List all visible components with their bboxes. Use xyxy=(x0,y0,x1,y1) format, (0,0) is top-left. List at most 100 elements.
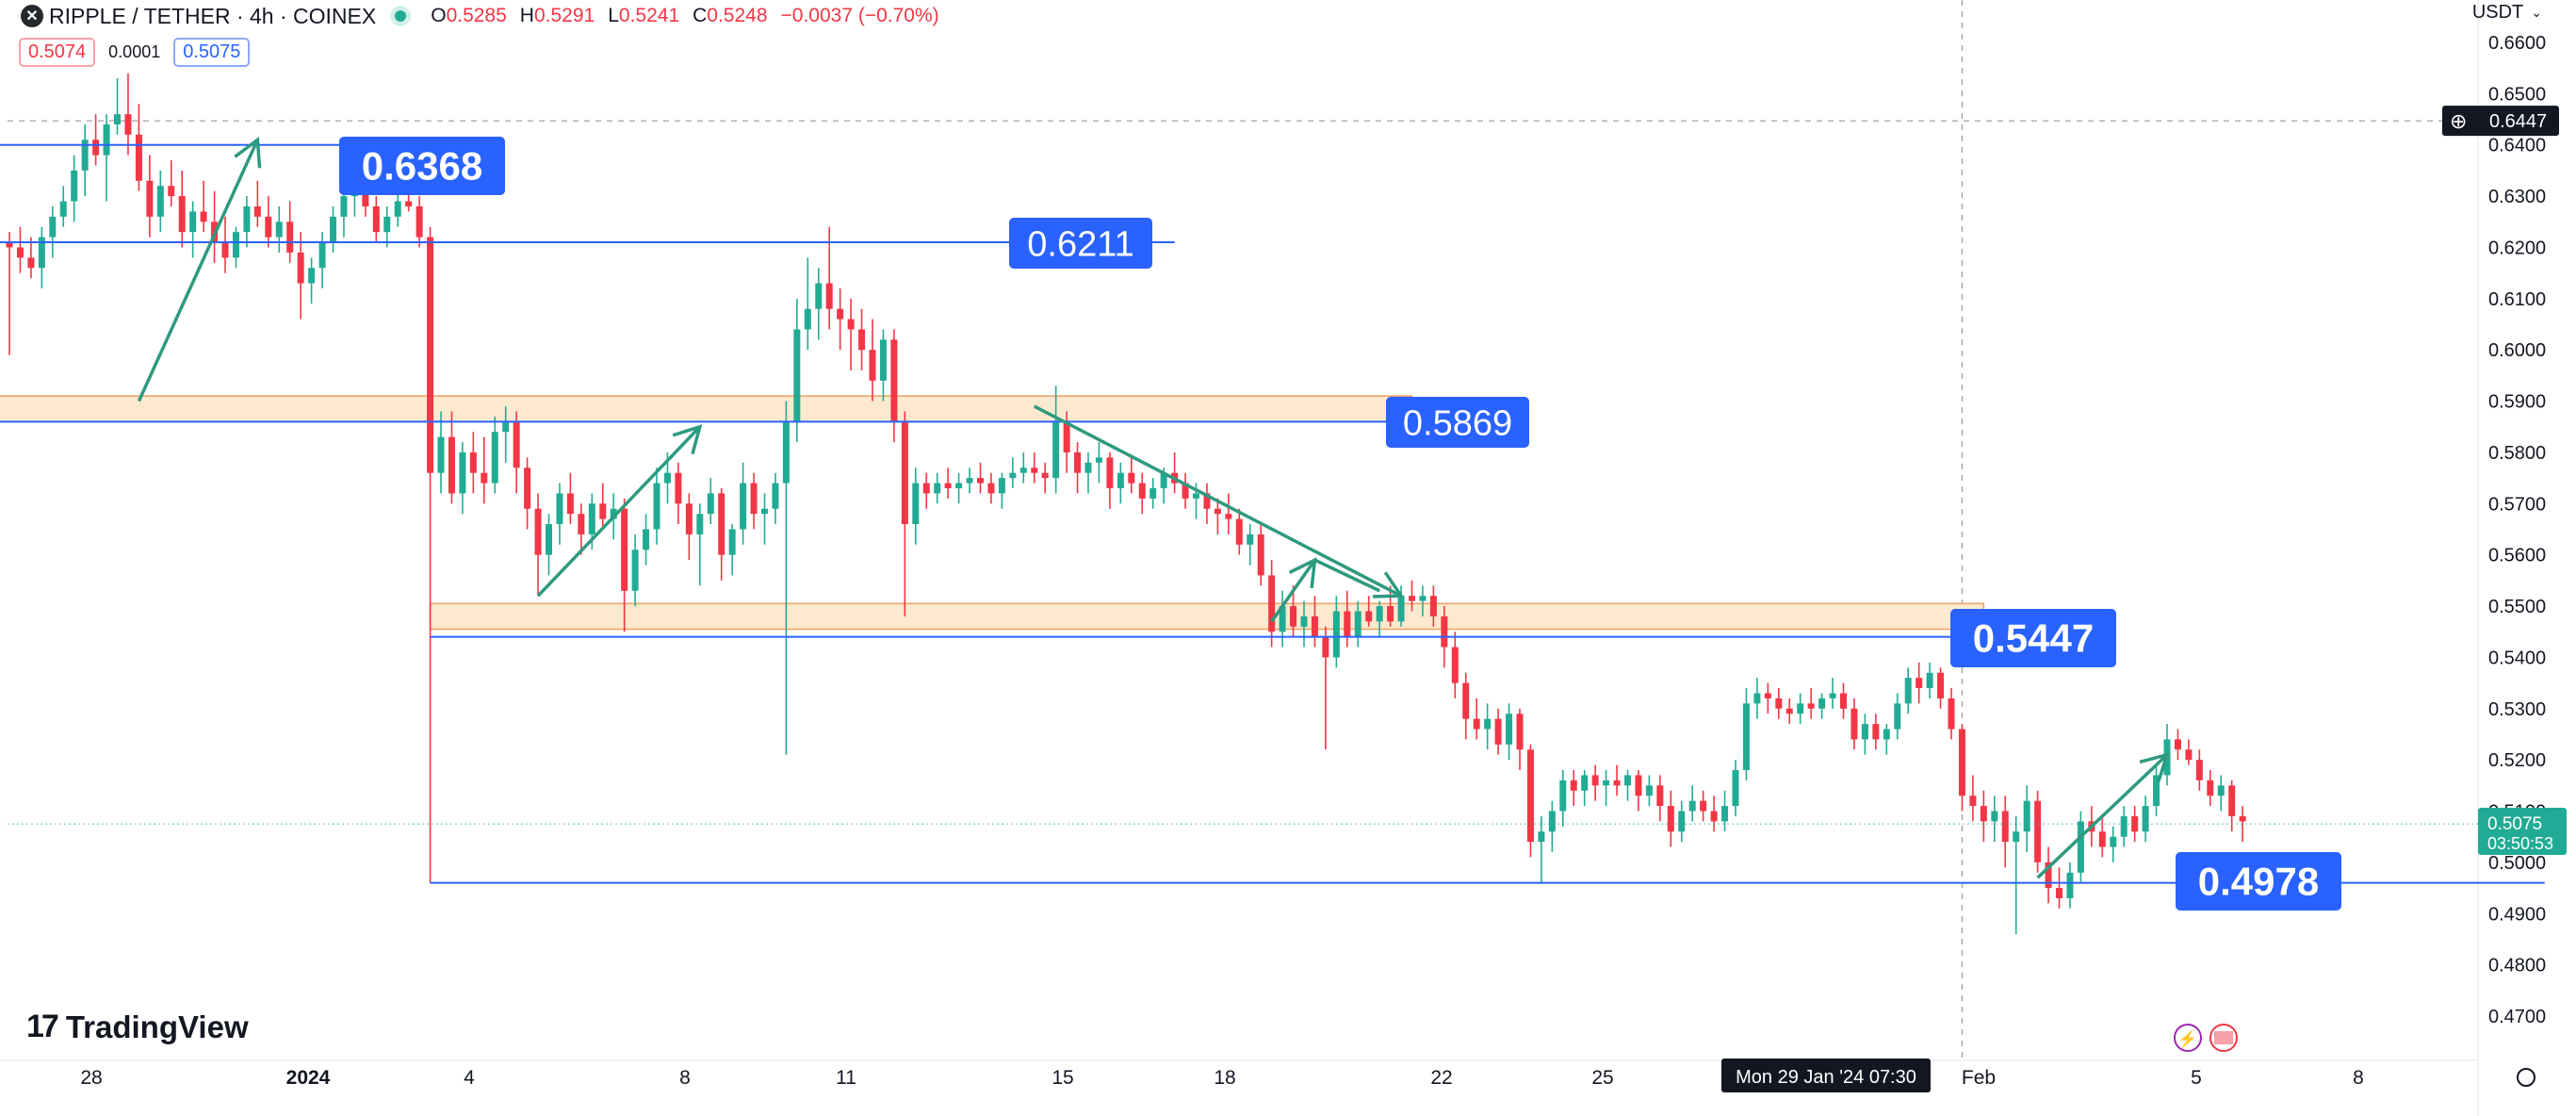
candle-body xyxy=(1257,533,1264,576)
price-level-label-box xyxy=(339,137,505,195)
candle-body xyxy=(1376,606,1383,622)
price-level-label: 0.4978 xyxy=(2198,860,2319,904)
candle-body xyxy=(243,205,251,233)
candle-body xyxy=(955,483,963,489)
time-axis-tick: 25 xyxy=(1591,1067,1613,1089)
candle-body xyxy=(643,529,650,550)
candle-body xyxy=(372,205,380,233)
candle-body xyxy=(1041,472,1049,479)
candle-body xyxy=(977,478,984,484)
trend-arrow xyxy=(137,139,259,402)
candle-body xyxy=(2045,862,2052,889)
candle-body xyxy=(621,508,628,591)
candle-body xyxy=(1074,451,1082,473)
ohlc-close: 0.5248 xyxy=(707,5,768,26)
ohlc-change: −0.0037 (−0.70%) xyxy=(780,5,939,26)
candle-body xyxy=(815,283,823,309)
current-price-label: 0.5075 xyxy=(2487,814,2542,834)
candle-body xyxy=(2174,739,2181,750)
crosshair-time-label: Mon 29 Jan '24 07:30 xyxy=(1736,1067,1916,1088)
candle-body xyxy=(416,205,423,238)
candle-body xyxy=(1128,472,1135,484)
lightning-icon xyxy=(2174,1024,2202,1052)
ohlc-high: 0.5291 xyxy=(533,5,595,26)
candle-body xyxy=(38,237,45,269)
trend-arrow xyxy=(1313,558,1380,593)
candle-body xyxy=(2056,888,2062,898)
candle-body xyxy=(59,201,67,217)
candle-body xyxy=(1322,636,1329,658)
candle-body xyxy=(1290,606,1297,627)
currency-selector[interactable]: USDT ⌄ xyxy=(2472,2,2542,24)
candle-body xyxy=(901,421,908,525)
candle-body xyxy=(1732,770,1739,807)
candle-body xyxy=(1980,806,1987,822)
price-level-label: 0.6211 xyxy=(1027,224,1133,264)
candle-body xyxy=(663,472,671,484)
candle-body xyxy=(879,339,887,381)
ohlc-close-key: C xyxy=(693,5,708,26)
candle-body xyxy=(394,201,401,217)
candle-body xyxy=(2120,815,2128,837)
candle-body xyxy=(837,308,844,320)
countdown-label: 03:50:53 xyxy=(2487,834,2553,853)
candle-body xyxy=(2153,775,2160,807)
candle-body xyxy=(1635,775,1642,796)
candle-body xyxy=(71,170,78,202)
candle-body xyxy=(1106,457,1114,489)
candle-body xyxy=(1354,611,1361,637)
candle-body xyxy=(1688,800,1696,812)
candle-body xyxy=(1311,615,1318,637)
candle-body xyxy=(265,216,272,238)
symbol-title[interactable]: RIPPLE / TETHER · 4h · COINEX xyxy=(49,3,377,28)
candle-body xyxy=(2185,749,2193,761)
candle-body xyxy=(2066,872,2074,898)
trend-arrow xyxy=(1270,559,1316,623)
candle-body xyxy=(16,247,24,258)
time-axis-tick: 5 xyxy=(2191,1067,2202,1089)
brand-logo[interactable]: 17 TradingView xyxy=(26,1009,249,1045)
price-axis-tick: 0.5300 xyxy=(2488,699,2546,720)
candle-body xyxy=(1019,468,1027,473)
ohlc-high-key: H xyxy=(519,5,534,26)
candle-body xyxy=(1419,596,1427,601)
candle-body xyxy=(772,483,779,509)
candle-body xyxy=(1344,611,1351,637)
time-axis-tick: 4 xyxy=(464,1067,475,1089)
candle-body xyxy=(1969,796,1977,807)
candle-body xyxy=(1624,775,1631,786)
time-axis-tick: 8 xyxy=(2353,1067,2364,1089)
price-axis-tick: 0.5900 xyxy=(2488,392,2546,413)
candle-body xyxy=(168,186,175,197)
candle-body xyxy=(1548,811,1556,832)
candle-body xyxy=(1861,724,1868,740)
candle-body xyxy=(200,211,207,222)
trend-arrow xyxy=(1033,404,1402,598)
candle-body xyxy=(707,493,714,515)
candle-body xyxy=(178,196,186,233)
candle-body xyxy=(1203,493,1211,509)
support-zone xyxy=(0,395,1413,423)
candle-body xyxy=(599,503,607,519)
trend-arrow-head xyxy=(672,424,703,455)
candle-body xyxy=(275,222,283,238)
candle-body xyxy=(524,468,531,509)
candle-body xyxy=(1494,718,1502,745)
candle-body xyxy=(890,339,898,422)
candle-body xyxy=(221,242,229,258)
candle-body xyxy=(750,483,758,515)
time-axis-tick: 15 xyxy=(1052,1067,1073,1089)
candle-body xyxy=(847,319,855,330)
candle-body xyxy=(1581,775,1589,791)
symbol-header: ✕ RIPPLE / TETHER · 4h · COINEX O0.5285 … xyxy=(21,0,939,32)
candle-body xyxy=(631,550,639,591)
sell-button[interactable]: 0.5074 xyxy=(19,38,96,67)
buy-button[interactable]: 0.5075 xyxy=(173,38,251,67)
trend-arrow-head xyxy=(1373,571,1405,599)
candle-body xyxy=(1818,698,1826,709)
time-axis-tick: 22 xyxy=(1430,1067,1452,1089)
candle-body xyxy=(1409,596,1415,601)
candle-body xyxy=(502,421,510,433)
